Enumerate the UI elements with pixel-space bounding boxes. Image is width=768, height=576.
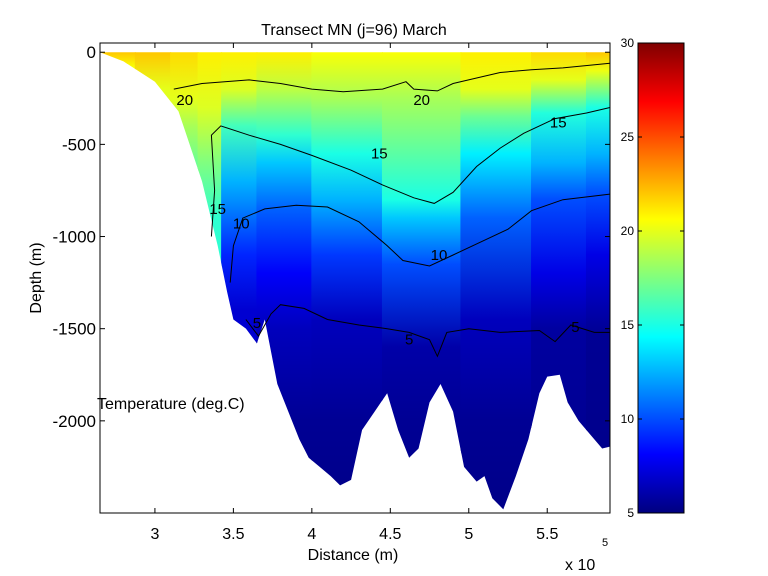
colorbar-ticks: 5 10 15 20 25 30 (621, 36, 684, 520)
colorbar-tick-label: 30 (621, 36, 635, 50)
temperature-annotation: Temperature (deg.C) (97, 396, 245, 413)
x-axis-multiplier: x 10 5 (565, 537, 608, 574)
contour-label-5: 5 (405, 332, 413, 349)
contour-label-15: 15 (371, 146, 388, 163)
x-tick-label: 5.5 (536, 526, 558, 543)
contour-line-20 (173, 62, 611, 93)
x-tick-label: 4.5 (379, 526, 401, 543)
x-axis-label: Distance (m) (308, 547, 399, 564)
temperature-strip (585, 52, 610, 510)
x-tick-label: 3.5 (222, 526, 244, 543)
y-tick-label: -1500 (53, 320, 96, 339)
contour-label-10: 10 (431, 247, 448, 264)
isotherm-contours: 20 20 15 15 15 10 10 5 5 5 (173, 62, 611, 358)
colorbar: 5 10 15 20 25 30 (621, 36, 685, 520)
contour-label-10: 10 (233, 216, 250, 233)
contour-label-15: 15 (550, 114, 567, 131)
x-multiplier-base: x 10 (565, 557, 595, 574)
colorbar-tick-label: 15 (621, 318, 635, 332)
colorbar-gradient (637, 42, 685, 514)
contour-label-20: 20 (176, 92, 193, 109)
contour-label-20: 20 (413, 92, 430, 109)
y-axis-ticks: 0 -500 -1000 -1500 -2000 (53, 43, 610, 431)
contour-line-5 (245, 304, 610, 358)
x-tick-label: 3 (150, 526, 159, 543)
x-axis-ticks: 3 3.5 4 4.5 5 5.5 (150, 43, 558, 543)
temperature-strip (460, 52, 533, 510)
contour-line-15 (210, 107, 611, 237)
plot-frame (99, 42, 611, 514)
y-tick-label: 0 (87, 43, 96, 62)
contour-line-10 (229, 193, 611, 283)
x-multiplier-exponent: 5 (602, 537, 608, 549)
y-tick-label: -2000 (53, 412, 96, 431)
x-tick-label: 5 (464, 526, 473, 543)
colorbar-tick-label: 10 (621, 412, 635, 426)
y-axis-label: Depth (m) (28, 242, 45, 313)
y-tick-label: -500 (62, 135, 96, 154)
y-tick-label: -1000 (53, 228, 96, 247)
colorbar-tick-label: 25 (621, 130, 635, 144)
x-tick-label: 4 (307, 526, 316, 543)
plot-area: 20 20 15 15 15 10 10 5 5 5 3 3.5 4 4.5 5 5.5 0 -500 -100… (53, 42, 611, 543)
contour-label-5: 5 (253, 315, 261, 332)
contour-label-15: 15 (209, 201, 226, 218)
contour-label-5: 5 (571, 319, 579, 336)
colorbar-tick-label: 5 (627, 506, 634, 520)
colorbar-tick-label: 20 (621, 224, 635, 238)
chart-title: Transect MN (j=96) March (261, 22, 447, 39)
